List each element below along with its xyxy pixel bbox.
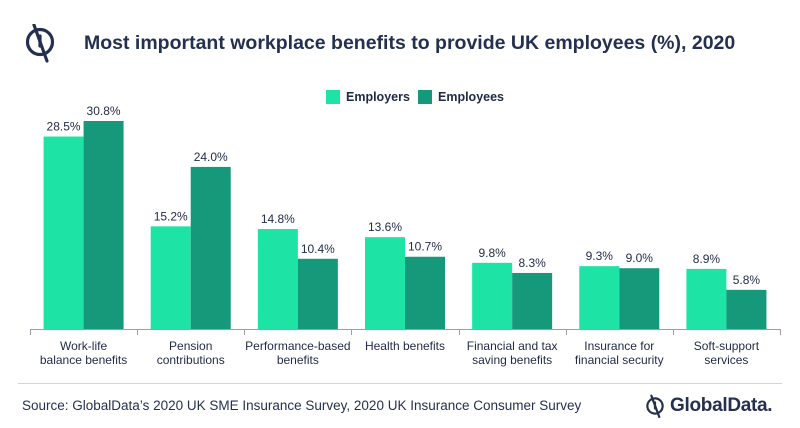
category-label: Performance-based benefits (245, 339, 350, 367)
category-label-line: Pension (169, 339, 212, 353)
data-label-employers: 14.8% (261, 212, 295, 226)
globaldata-logo-icon (25, 24, 55, 63)
category-label: Insurance for financial security (575, 339, 664, 367)
bar-employees (726, 289, 767, 329)
data-label-employees: 10.4% (301, 242, 335, 256)
footer-divider (18, 383, 782, 384)
category-label-line: Soft-support (694, 339, 760, 353)
data-label-employees: 5.8% (733, 273, 761, 287)
category-label-line: balance benefits (40, 353, 127, 367)
bar-employers (257, 229, 298, 329)
chart-legend: Employers Employees (0, 86, 800, 108)
category-label-line: Insurance for (584, 339, 654, 353)
bar-employees (619, 268, 660, 329)
legend-label-employees: Employees (438, 90, 505, 104)
category-label-line: Performance-based (245, 339, 350, 353)
legend-label-employers: Employers (346, 90, 410, 104)
bar-employers (686, 268, 727, 329)
bar-employees (405, 256, 445, 329)
category-label-line: financial security (575, 353, 664, 367)
brand-logo: GlobalData. (644, 392, 773, 420)
data-label-employers: 9.8% (478, 246, 506, 260)
bar-employers (150, 226, 191, 329)
category-label-line: contributions (157, 353, 225, 367)
category-label: Health benefits (365, 339, 445, 353)
chart-title: Most important workplace benefits to pro… (84, 32, 736, 54)
bar-employers (43, 136, 84, 329)
data-label-employees: 10.7% (408, 240, 442, 254)
data-label-employees: 30.8% (87, 104, 121, 118)
brand-name: GlobalData. (670, 395, 773, 416)
bar-employers (472, 262, 513, 329)
bar-employees (190, 166, 231, 329)
category-label-line: Health benefits (365, 339, 445, 353)
bar-employees (512, 272, 553, 329)
data-label-employers: 8.9% (693, 252, 721, 266)
category-label: Soft-support services (694, 339, 760, 367)
data-label-employers: 9.3% (586, 249, 614, 263)
legend-swatch-employees (418, 90, 432, 104)
category-label-line: benefits (277, 353, 319, 367)
data-label-employees: 24.0% (194, 150, 228, 164)
category-label-line: Financial and tax (467, 339, 558, 353)
data-label-employees: 9.0% (626, 251, 654, 265)
data-label-employers: 13.6% (368, 220, 402, 234)
bar-employers (365, 237, 405, 329)
legend-item-employers: Employers (326, 86, 410, 108)
data-label-employers: 15.2% (154, 209, 188, 223)
category-label: Work-life balance benefits (40, 339, 127, 367)
category-label: Pension contributions (157, 339, 225, 367)
brand-logo-icon (646, 394, 664, 419)
category-label: Financial and tax saving benefits (467, 339, 558, 367)
legend-item-employees: Employees (418, 86, 504, 108)
legend-swatch-employers (326, 90, 340, 104)
bar-employees (297, 258, 338, 329)
chart-header: Most important workplace benefits to pro… (0, 0, 800, 80)
category-label-line: saving benefits (472, 353, 552, 367)
data-label-employers: 28.5% (47, 120, 81, 134)
category-label-line: Work-life (60, 339, 107, 353)
bar-employees (83, 121, 124, 329)
bar-employers (579, 266, 620, 329)
source-note: Source: GlobalData’s 2020 UK SME Insuran… (22, 398, 582, 413)
bar-chart: 28.5% 30.8% Work-life balance benefits 15.2%… (30, 104, 781, 367)
data-label-employees: 8.3% (518, 256, 546, 270)
category-label-line: services (704, 353, 748, 367)
